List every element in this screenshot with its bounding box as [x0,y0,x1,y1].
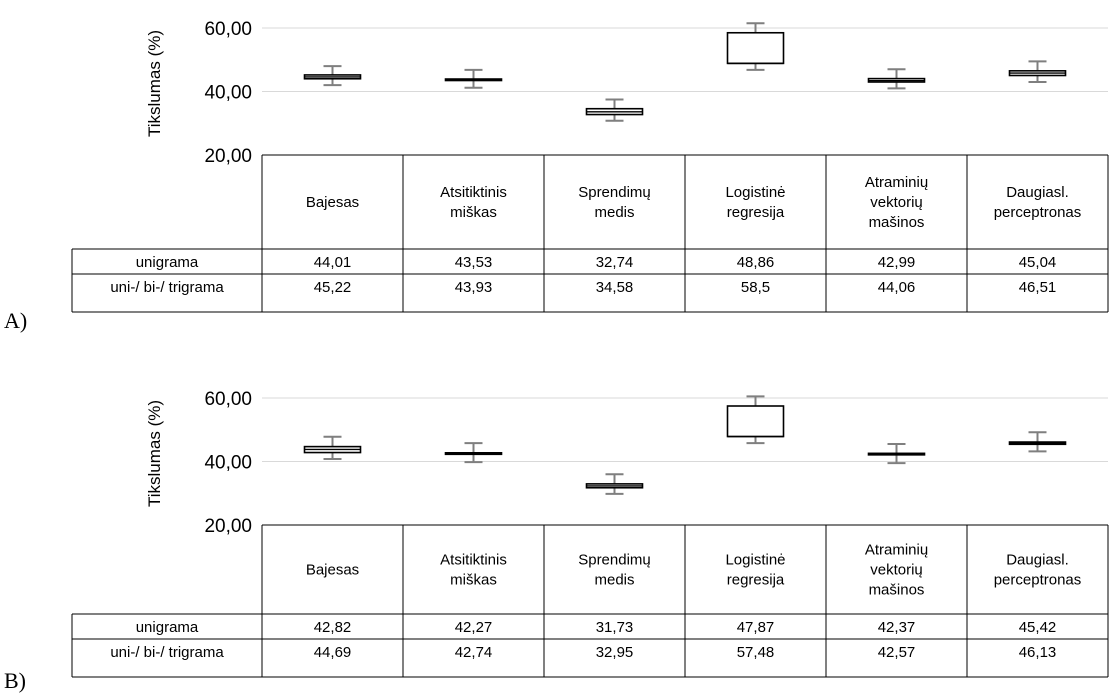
table-cell: 58,5 [741,279,770,296]
table-cell: 31,73 [596,619,634,636]
box-3 [585,98,644,122]
table-cell: 48,86 [737,254,775,271]
category-label-line: vektorių [870,562,923,579]
y-tick-label: 60,00 [204,19,252,40]
table-cell: 42,99 [878,254,916,271]
y-tick-label: 40,00 [204,453,252,474]
category-label: Daugiasl. perceptronas [994,184,1082,221]
category-label-line: mašinos [869,582,925,599]
category-label: Logistinė regresija [725,184,785,221]
category-label-line: regresija [727,572,785,589]
category-label-line: miškas [450,204,497,221]
table-cell: 43,53 [455,254,493,271]
y-tick-label: 20,00 [204,516,252,537]
table-cell: 44,01 [314,254,352,271]
box-5 [867,443,926,465]
table-cell: 42,57 [878,644,916,661]
category-label-line: Sprendimų [578,184,651,201]
table-cell: 42,74 [455,644,493,661]
box-3 [585,473,644,495]
box-4 [726,22,785,71]
y-axis-label: Tikslumas (%) [145,400,164,507]
chart-panel-a: 20,00 40,00 60,00 Tikslumas (%) Bajesas Atsit… [4,19,1109,333]
table-row-name: uni-/ bi-/ trigrama [110,279,224,296]
category-label: Bajesas [306,194,359,211]
table-cell: 45,22 [314,279,352,296]
category-label-line: Atraminių [865,174,928,191]
table-row-name: unigrama [136,619,199,636]
table-cell: 43,93 [455,279,493,296]
category-label-line: Logistinė [725,552,785,569]
category-label: Sprendimų medis [578,552,651,589]
table-cell: 44,06 [878,279,916,296]
y-axis-label: Tikslumas (%) [145,30,164,137]
category-label-line: Atsitiktinis [440,184,507,201]
category-label-line: medis [594,204,634,221]
box-1 [303,435,362,460]
boxplot-chart-a: 20,00 40,00 60,00 Tikslumas (%) Bajesas Atsit… [71,19,1109,313]
boxplot-chart-b: 20,00 40,00 60,00 Tikslumas (%) Bajesas Atsit… [71,389,1109,678]
table-cell: 45,42 [1019,619,1057,636]
category-label: Daugiasl. perceptronas [994,552,1082,589]
box-2 [444,442,503,464]
box-body [726,31,785,65]
category-label-line: Daugiasl. [1006,184,1069,201]
table-cell: 32,74 [596,254,634,271]
y-tick-label: 40,00 [204,83,252,104]
y-tick-label: 20,00 [204,146,252,167]
box-6 [1008,60,1067,83]
category-label: Sprendimų medis [578,184,651,221]
table-cell: 45,04 [1019,254,1057,271]
table-row-name: uni-/ bi-/ trigrama [110,644,224,661]
table-cell: 44,69 [314,644,352,661]
panel-label-b: B) [4,668,26,693]
box-2 [444,68,503,89]
chart-panel-b: 20,00 40,00 60,00 Tikslumas (%) Bajesas Atsit… [0,370,1110,700]
table-cell: 42,27 [455,619,493,636]
category-label-line: perceptronas [994,572,1082,589]
category-label: Logistinė regresija [725,552,785,589]
box-body [726,405,785,438]
table-cell: 46,13 [1019,644,1057,661]
table-cell: 46,51 [1019,279,1057,296]
category-label-line: medis [594,572,634,589]
category-label-line: vektorių [870,194,923,211]
box-1 [303,65,362,87]
panel-label-a: A) [4,308,28,333]
category-label: Atraminių vektorių mašinos [865,174,928,231]
category-label-line: Sprendimų [578,552,651,569]
table-row-name: unigrama [136,254,199,271]
category-label: Atsitiktinis miškas [440,552,507,589]
category-label-line: Atsitiktinis [440,552,507,569]
category-label: Atraminių vektorių mašinos [865,542,928,599]
category-label-line: Bajesas [306,562,359,579]
category-label-line: regresija [727,204,785,221]
table-cell: 47,87 [737,619,775,636]
category-label: Bajesas [306,562,359,579]
category-label-line: Bajesas [306,194,359,211]
table-cell: 34,58 [596,279,634,296]
table-cell: 42,37 [878,619,916,636]
category-label-line: Atraminių [865,542,928,559]
table-cell: 42,82 [314,619,352,636]
box-4 [726,395,785,445]
table-cell: 57,48 [737,644,775,661]
category-label-line: Daugiasl. [1006,552,1069,569]
box-6 [1008,431,1067,453]
box-5 [867,68,926,90]
category-label-line: perceptronas [994,204,1082,221]
table-cell: 32,95 [596,644,634,661]
category-label: Atsitiktinis miškas [440,184,507,221]
category-label-line: mašinos [869,214,925,231]
category-label-line: miškas [450,572,497,589]
category-label-line: Logistinė [725,184,785,201]
y-tick-label: 60,00 [204,389,252,410]
